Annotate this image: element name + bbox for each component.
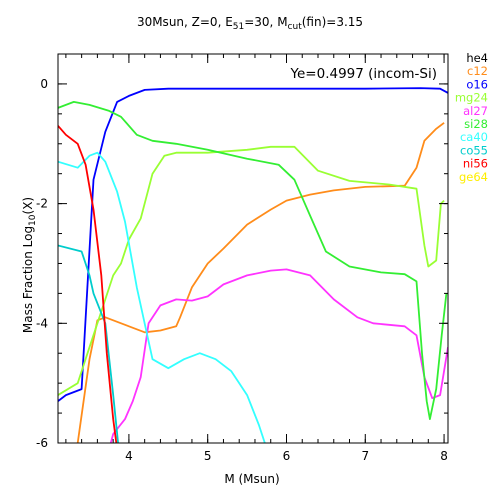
text-part: =30, M [244, 15, 287, 29]
x-tick-label: 4 [125, 449, 133, 463]
legend-item-al27: al27 [463, 104, 488, 118]
legend-item-ge64: ge64 [459, 170, 488, 184]
text-part: Mass Fraction Log [21, 226, 35, 333]
y-tick-label: -6 [36, 436, 48, 450]
series-line-al27 [109, 268, 448, 443]
series-line-o16 [58, 87, 448, 402]
plot-area [58, 87, 448, 443]
legend-item-he4: he4 [466, 51, 488, 65]
series-line-ca40 [58, 151, 266, 443]
x-tick-label: 7 [361, 449, 369, 463]
series-line-si28 [58, 101, 448, 420]
text-part: 30Msun, Z=0, E [137, 15, 233, 29]
plot-frame [57, 53, 449, 444]
legend-item-si28: si28 [464, 117, 488, 131]
series-line-c12 [76, 122, 445, 443]
legend-item-c12: c12 [467, 64, 488, 78]
text-part: (fin)=3.15 [302, 15, 363, 29]
x-tick-label: 8 [440, 449, 448, 463]
axes-layer: 4 5 6 7 8 0 -2 -4 -6 [36, 53, 449, 463]
x-axis-label: M (Msun) [224, 472, 279, 486]
legend-item-ca40: ca40 [460, 130, 488, 144]
text-part: 10 [28, 214, 38, 226]
x-tick-label: 5 [204, 449, 212, 463]
legend-item-o16: o16 [466, 77, 488, 91]
chart-annotation: Ye=0.4997 (incom-Si) [290, 66, 437, 82]
series-layer [58, 87, 448, 443]
text-part: (X) [21, 197, 35, 215]
legend-item-co55: co55 [460, 143, 488, 157]
legend-item-ni56: ni56 [463, 157, 488, 171]
chart-title: 30Msun, Z=0, E51=30, Mcut(fin)=3.15 [137, 15, 363, 32]
text-part: 51 [233, 22, 244, 32]
series-line-ni56 [58, 125, 118, 443]
y-tick-label: -4 [36, 316, 48, 330]
y-tick-label: -2 [36, 197, 48, 211]
y-axis-label: Mass Fraction Log10(X) [21, 197, 38, 333]
series-line-mg24 [58, 145, 445, 396]
legend-item-mg24: mg24 [455, 91, 488, 105]
x-tick-label: 6 [283, 449, 291, 463]
text-part: cut [288, 22, 303, 32]
series-line-co55 [58, 244, 119, 443]
y-tick-label: 0 [40, 77, 48, 91]
